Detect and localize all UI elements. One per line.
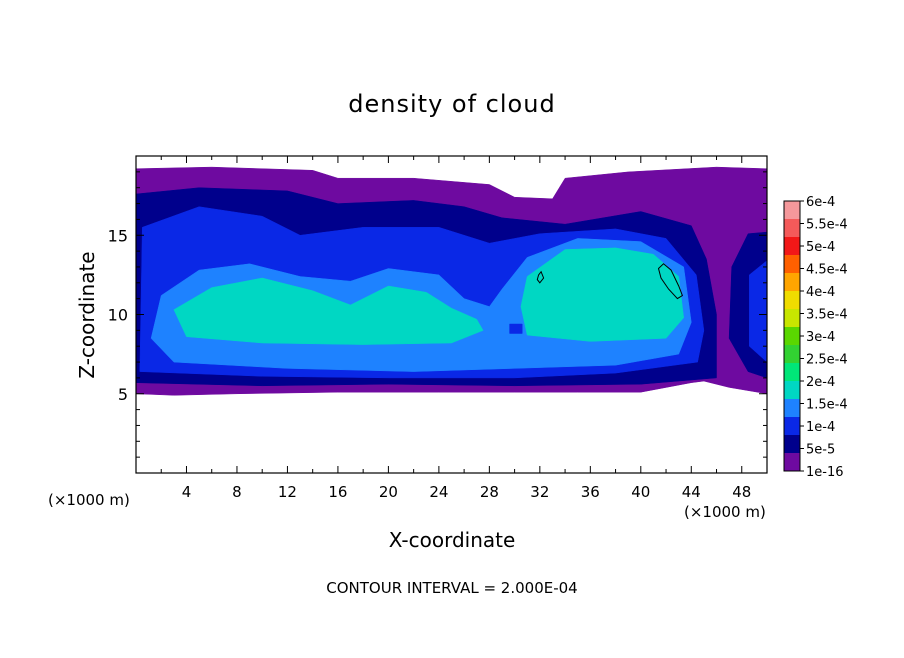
colorbar-swatch: [784, 291, 800, 310]
x-tick-label: 32: [530, 483, 549, 501]
colorbar: 6e-4 5.5e-4 5e-4 4.5e-4 4e-4 3.5e-4 3e-4 2.5e-4…: [783, 195, 848, 480]
colorbar-label: 3.5e-4: [806, 308, 848, 323]
colorbar-label: 1.5e-4: [806, 398, 848, 413]
colorbar-label: 1e-4: [806, 420, 835, 435]
y-tick-label: 10: [108, 306, 128, 325]
x-tick-label: 40: [631, 483, 650, 501]
x-tick-label: 12: [278, 483, 297, 501]
x-tick-label: 44: [682, 483, 701, 501]
colorbar-swatch: [784, 327, 800, 346]
x-axis: 4 8 12 16 20 24 28 32 36 40 44 48: [160, 156, 751, 501]
colorbar-label: 2.5e-4: [806, 353, 848, 368]
x-tick-label: 48: [732, 483, 751, 501]
x-tick-label: 36: [581, 483, 600, 501]
colorbar-swatch: [784, 345, 800, 364]
colorbar-swatch: [784, 417, 800, 436]
x-unit-right: (×1000 m): [684, 503, 766, 521]
colorbar-swatch: [784, 273, 800, 292]
colorbar-label: 5e-4: [806, 240, 835, 255]
colorbar-swatch: [784, 219, 800, 238]
plot-area: [135, 166, 768, 396]
colorbar-swatch: [784, 453, 800, 472]
colorbar-swatch: [784, 237, 800, 256]
colorbar-swatch: [784, 201, 800, 220]
colorbar-label: 4.5e-4: [806, 263, 848, 278]
colorbar-swatch: [784, 363, 800, 382]
density-region-6: [173, 277, 484, 345]
x-tick-label: 20: [379, 483, 398, 501]
colorbar-label: 4e-4: [806, 285, 835, 300]
colorbar-label: 2e-4: [806, 375, 835, 390]
x-axis-label: X-coordinate: [389, 528, 516, 552]
colorbar-label: 5e-5: [806, 443, 835, 458]
y-tick-label: 15: [108, 226, 128, 245]
contour-line-1: [536, 270, 545, 284]
y-axis-label: Z-coordinate: [75, 251, 99, 378]
density-region-4: [749, 260, 768, 363]
contour-interval-note: CONTOUR INTERVAL = 2.000E-04: [326, 579, 577, 597]
y-axis: 5 10 15: [108, 171, 767, 458]
x-unit-left: (×1000 m): [48, 491, 130, 509]
colorbar-label: 3e-4: [806, 330, 835, 345]
colorbar-swatch: [784, 309, 800, 328]
colorbar-label: 1e-16: [806, 465, 844, 480]
colorbar-swatch: [784, 399, 800, 418]
contour-line-0: [657, 263, 684, 300]
colorbar-swatch: [784, 255, 800, 274]
x-tick-label: 8: [232, 483, 242, 501]
x-tick-label: 24: [429, 483, 448, 501]
colorbar-label: 5.5e-4: [806, 218, 848, 233]
density-region-8: [509, 323, 523, 334]
x-tick-label: 16: [328, 483, 347, 501]
colorbar-label: 6e-4: [806, 195, 835, 210]
x-tick-label: 4: [182, 483, 192, 501]
x-tick-label: 28: [480, 483, 499, 501]
colorbar-swatch: [784, 381, 800, 400]
density-region-7: [520, 247, 684, 342]
chart-title: density of cloud: [348, 90, 555, 118]
y-tick-label: 5: [118, 385, 128, 404]
colorbar-swatch: [784, 435, 800, 454]
